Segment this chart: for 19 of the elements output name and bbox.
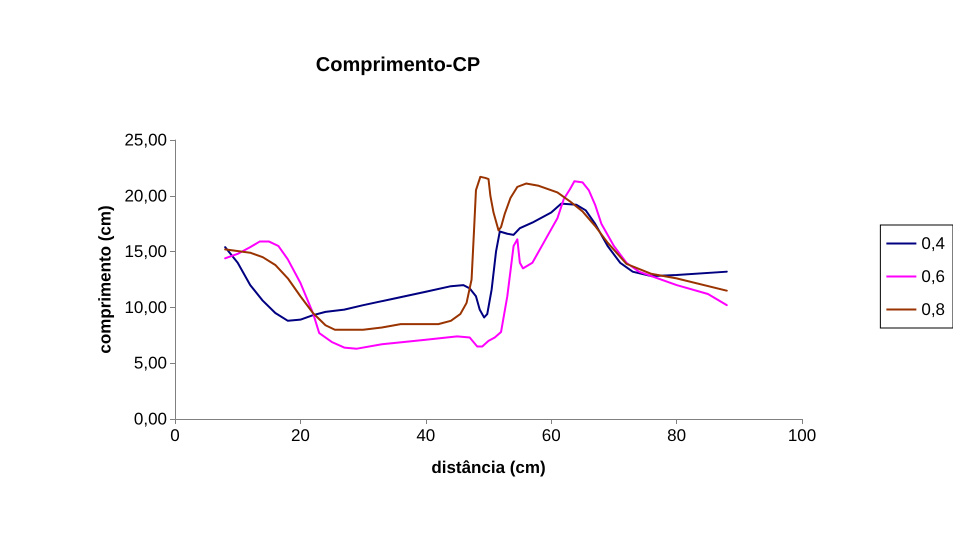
y-tick-label: 10,00 [124,298,167,317]
chart-title: Comprimento-CP [316,54,480,76]
y-axis-title: comprimento (cm) [96,205,115,354]
x-tick-label: 0 [170,426,180,445]
y-tick-label: 25,00 [124,130,167,150]
legend-label: 0,8 [921,300,946,319]
x-axis-title: distância (cm) [431,458,546,477]
x-tick-label: 40 [416,426,436,445]
x-tick-label: 20 [290,426,310,445]
y-tick-label: 20,00 [124,186,167,206]
line-series [224,202,728,322]
y-tick-label: 15,00 [124,242,167,262]
legend-label: 0,6 [921,267,946,286]
x-tick-label: 100 [788,426,816,445]
x-tick-label: 60 [542,426,561,445]
y-tick-label: 0,00 [134,410,167,428]
legend-label: 0,4 [921,234,946,253]
x-tick-label: 80 [667,426,686,445]
y-tick-label: 5,00 [134,354,167,373]
